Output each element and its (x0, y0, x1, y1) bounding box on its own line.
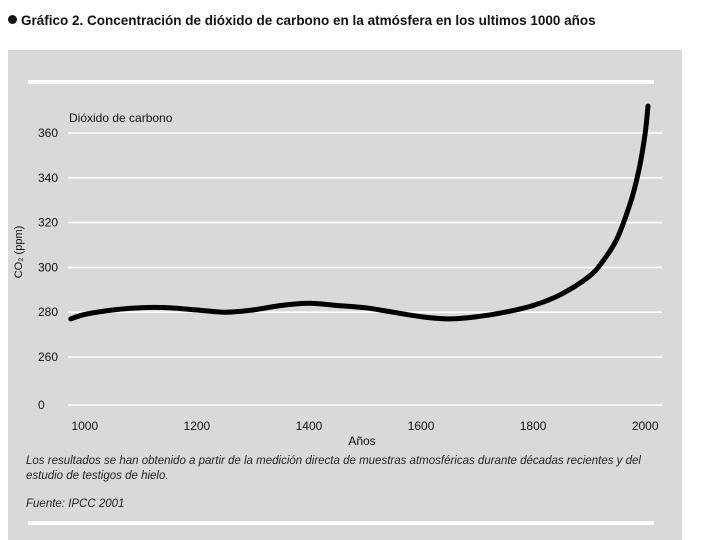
chart-panel (8, 50, 682, 540)
series-label: Dióxido de carbono (69, 111, 173, 125)
chart-source: Fuente: IPCC 2001 (26, 498, 125, 510)
y-tick-label: 280 (38, 305, 58, 319)
bullet-icon (8, 15, 17, 24)
x-tick-label: 1000 (71, 419, 98, 433)
y-tick-label: 260 (38, 350, 58, 364)
y-tick-label: 300 (38, 260, 58, 274)
x-tick-label: 1600 (408, 419, 435, 433)
x-tick-label: 1800 (520, 419, 547, 433)
chart-note: Los resultados se han obtenido a partir … (26, 455, 641, 482)
y-tick-label: 360 (38, 126, 58, 140)
x-tick-label: 1200 (184, 419, 211, 433)
panel-bottom-rule (28, 521, 654, 525)
y-tick-label: 0 (38, 398, 45, 412)
y-tick-label: 340 (38, 171, 58, 185)
chart-heading: Gráfico 2. Concentración de dióxido de c… (8, 13, 596, 28)
y-tick-label: 320 (38, 216, 58, 230)
x-tick-label: 2000 (632, 419, 659, 433)
x-tick-label: 1400 (296, 419, 323, 433)
panel-top-rule (28, 80, 654, 84)
co2-series-line (68, 103, 651, 322)
y-axis-title: CO₂ (ppm) (13, 226, 25, 279)
heading-text: Gráfico 2. Concentración de dióxido de c… (21, 13, 596, 28)
x-axis-title: Años (348, 434, 375, 448)
